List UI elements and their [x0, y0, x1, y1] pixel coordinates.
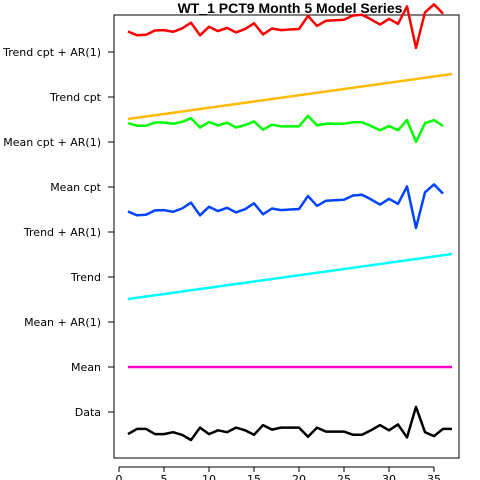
y-label-mean-cpt: Mean cpt: [50, 181, 101, 194]
x-tick-label: 10: [202, 473, 216, 480]
y-label-trend: Trend: [70, 271, 101, 284]
series-layer: [127, 3, 453, 442]
y-label-trend-ar-1: Trend + AR(1): [23, 226, 101, 239]
series-line-trend-ar-1: [127, 183, 444, 230]
x-tick-label: 0: [116, 473, 123, 480]
series-line-mean-cpt-ar-1: [127, 114, 444, 144]
x-tick-label: 15: [247, 473, 261, 480]
y-label-mean: Mean: [71, 361, 101, 374]
series-line-trend: [127, 252, 453, 301]
chart-title: WT_1 PCT9 Month 5 Model Series: [178, 0, 403, 16]
y-label-trend-cpt: Trend cpt: [49, 91, 102, 104]
series-line-data: [127, 405, 452, 442]
y-label-trend-cpt-ar-1: Trend cpt + AR(1): [2, 46, 101, 59]
y-label-data: Data: [75, 406, 101, 419]
x-tick-label: 20: [292, 473, 306, 480]
y-label-mean-cpt-ar-1: Mean cpt + AR(1): [3, 136, 101, 149]
x-tick-label: 25: [337, 473, 351, 480]
x-tick-label: 30: [382, 473, 396, 480]
series-label-axis: Trend cpt + AR(1) Trend cpt Mean cpt + AR(…: [2, 46, 114, 419]
x-tick-label: 5: [161, 473, 168, 480]
x-tick-label: 35: [427, 473, 441, 480]
y-label-mean-ar-1: Mean + AR(1): [24, 316, 101, 329]
series-line-trend-cpt-ar-1: [127, 3, 444, 50]
plot-frame: [113, 14, 460, 459]
series-line-trend-cpt: [127, 72, 453, 121]
x-axis: 0 5 10 15 20 25 30 35: [116, 466, 441, 480]
